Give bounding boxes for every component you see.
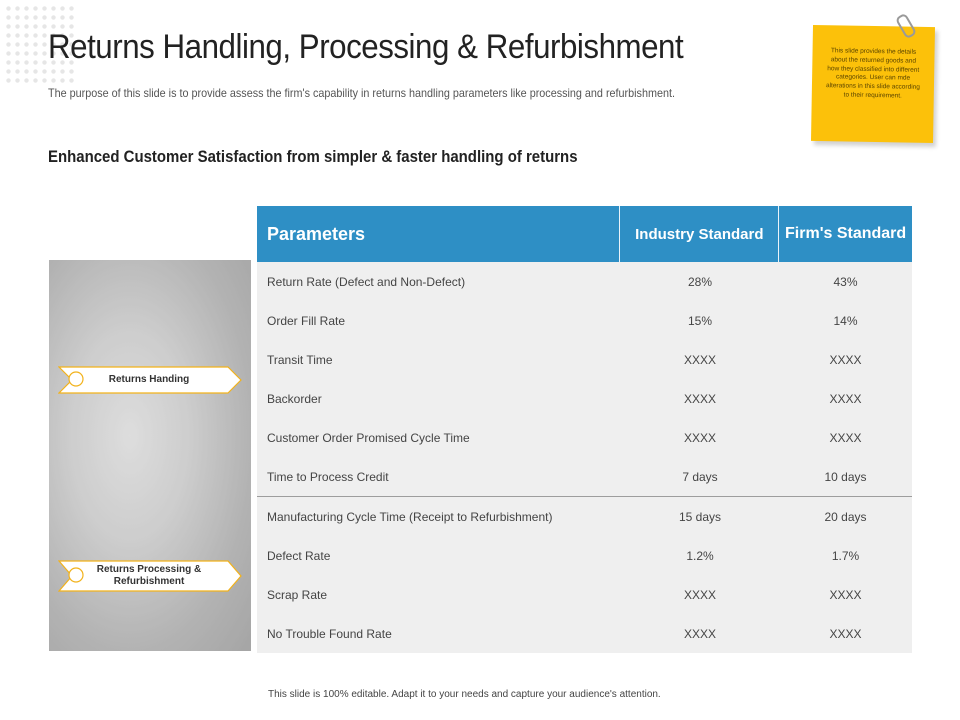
header-firms-standard: Firm's Standard xyxy=(785,225,907,243)
decorative-dot-grid xyxy=(4,4,74,84)
arrow-tag-shape xyxy=(58,366,242,394)
cell-firm: 20 days xyxy=(824,509,867,524)
cell-parameter: No Trouble Found Rate xyxy=(267,626,392,641)
table-row: No Trouble Found Rate XXXX XXXX xyxy=(257,614,912,653)
arrow-tag-shape xyxy=(58,560,242,592)
background-photo xyxy=(49,260,251,651)
comparison-table: Parameters Industry Standard Firm's Stan… xyxy=(257,206,912,653)
cell-firm: XXXX xyxy=(829,430,862,445)
cell-firm: 1.7% xyxy=(831,548,860,563)
table-header: Parameters Industry Standard Firm's Stan… xyxy=(257,206,912,262)
table-body: Return Rate (Defect and Non-Defect) 28% … xyxy=(257,262,912,653)
table-row: Customer Order Promised Cycle Time XXXX … xyxy=(257,418,912,457)
slide-title: Returns Handling, Processing & Refurbish… xyxy=(48,28,684,66)
cell-parameter: Customer Order Promised Cycle Time xyxy=(267,430,470,445)
cell-firm: 10 days xyxy=(824,469,867,484)
cell-firm: XXXX xyxy=(829,391,862,406)
returns-handling-label: Returns Handing xyxy=(58,366,242,394)
cell-parameter: Time to Process Credit xyxy=(267,469,389,484)
cell-industry: XXXX xyxy=(683,391,716,406)
sticky-note: This slide provides the details about th… xyxy=(810,24,936,144)
cell-parameter: Transit Time xyxy=(267,352,333,367)
table-row: Defect Rate 1.2% 1.7% xyxy=(257,536,912,575)
cell-industry: 28% xyxy=(687,274,713,289)
header-parameters: Parameters xyxy=(257,206,621,262)
cell-industry: XXXX xyxy=(683,352,716,367)
cell-parameter: Manufacturing Cycle Time (Receipt to Ref… xyxy=(267,509,553,524)
section-heading: Enhanced Customer Satisfaction from simp… xyxy=(48,147,578,166)
returns-processing-text: Returns Processing & Refurbishment xyxy=(96,563,202,588)
table-row: Backorder XXXX XXXX xyxy=(257,379,912,418)
cell-parameter: Backorder xyxy=(267,391,322,406)
returns-processing-label: Returns Processing & Refurbishment xyxy=(58,560,242,592)
table-row: Scrap Rate XXXX XXXX xyxy=(257,575,912,614)
table-row: Return Rate (Defect and Non-Defect) 28% … xyxy=(257,262,912,301)
table-row: Manufacturing Cycle Time (Receipt to Ref… xyxy=(257,496,912,536)
header-industry-standard: Industry Standard xyxy=(620,206,780,262)
cell-firm: 43% xyxy=(833,274,858,289)
cell-industry: 7 days xyxy=(682,469,718,484)
cell-industry: 1.2% xyxy=(686,548,714,563)
sticky-note-text: This slide provides the details about th… xyxy=(825,47,920,100)
cell-firm: XXXX xyxy=(829,626,862,641)
cell-industry: XXXX xyxy=(683,626,716,641)
table-row: Transit Time XXXX XXXX xyxy=(257,340,912,379)
cell-firm: XXXX xyxy=(829,352,862,367)
slide-subtitle: The purpose of this slide is to provide … xyxy=(48,86,675,100)
cell-industry: 15% xyxy=(687,313,713,328)
cell-industry: XXXX xyxy=(683,430,716,445)
cell-parameter: Return Rate (Defect and Non-Defect) xyxy=(267,274,466,289)
cell-firm: 14% xyxy=(833,313,858,328)
footer-note: This slide is 100% editable. Adapt it to… xyxy=(268,689,661,700)
cell-parameter: Scrap Rate xyxy=(267,587,328,602)
table-row: Time to Process Credit 7 days 10 days xyxy=(257,457,912,496)
cell-industry: 15 days xyxy=(678,509,722,524)
cell-parameter: Order Fill Rate xyxy=(267,313,346,328)
table-row: Order Fill Rate 15% 14% xyxy=(257,301,912,340)
cell-firm: XXXX xyxy=(829,587,862,602)
cell-parameter: Defect Rate xyxy=(267,548,331,563)
cell-industry: XXXX xyxy=(683,587,716,602)
returns-handling-text: Returns Handing xyxy=(108,373,190,385)
